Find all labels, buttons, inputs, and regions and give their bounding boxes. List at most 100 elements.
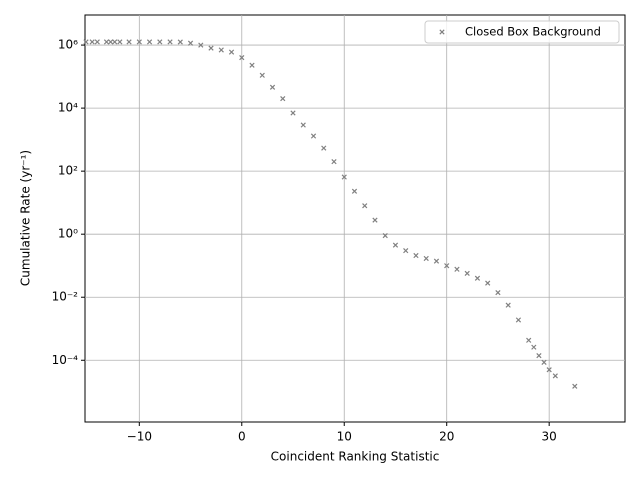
marker-stroke (531, 344, 537, 350)
x-tick-label: 10 (337, 430, 352, 444)
marker-stroke (331, 159, 337, 165)
point (351, 188, 358, 194)
marker-stroke (485, 280, 491, 286)
x-tick-label: −10 (127, 430, 152, 444)
marker-stroke (280, 96, 286, 102)
point (146, 39, 153, 45)
x-axis-label: Coincident Ranking Statistic (271, 450, 440, 464)
point (208, 45, 214, 51)
point (485, 280, 491, 286)
marker-stroke (228, 49, 235, 55)
y-tick-label: 10⁶ (58, 38, 78, 52)
marker-stroke (126, 39, 132, 45)
marker-stroke (239, 54, 245, 61)
marker-stroke (107, 39, 114, 45)
y-tick-label: 10² (58, 164, 78, 178)
marker-stroke (536, 353, 542, 359)
point (362, 203, 368, 209)
point (117, 39, 123, 45)
x-tick-label: 0 (238, 430, 246, 444)
marker-stroke (321, 145, 327, 151)
point (269, 84, 276, 90)
point (464, 270, 470, 277)
x-tick-label: 20 (439, 430, 454, 444)
marker-stroke (89, 39, 95, 45)
point (198, 42, 204, 48)
point (552, 373, 558, 379)
marker-stroke (515, 317, 522, 323)
point (372, 217, 378, 223)
marker-stroke (259, 72, 265, 78)
point (341, 174, 347, 180)
point (239, 54, 245, 61)
point (177, 39, 183, 45)
point (89, 39, 95, 45)
point (413, 252, 419, 259)
marker-stroke (157, 39, 163, 45)
y-axis-label: Cumulative Rate (yr⁻¹) (19, 150, 33, 286)
point (392, 242, 399, 248)
point (541, 359, 547, 365)
marker-stroke (495, 289, 501, 296)
marker-stroke (392, 242, 399, 248)
point (107, 39, 114, 45)
y-tick-label: 10⁻⁴ (52, 353, 79, 367)
point (536, 353, 542, 359)
point (572, 383, 578, 389)
plot-frame (84, 14, 626, 423)
point (218, 47, 224, 53)
point (167, 39, 173, 45)
y-tick-label: 10⁰ (58, 227, 78, 241)
marker-stroke (112, 39, 118, 45)
marker-stroke (351, 188, 358, 194)
marker-stroke (474, 275, 481, 281)
point (423, 255, 429, 262)
point (444, 263, 450, 269)
marker-stroke (187, 40, 194, 46)
marker-stroke (413, 252, 419, 259)
marker-stroke (136, 39, 142, 45)
point (290, 110, 296, 116)
point (531, 344, 537, 350)
marker-stroke (403, 248, 409, 254)
marker-stroke (300, 122, 306, 128)
y-tick-label: 10⁴ (58, 101, 78, 115)
marker-stroke (464, 270, 470, 277)
point (526, 337, 532, 343)
marker-stroke (310, 133, 317, 139)
legend-frame (424, 20, 620, 44)
marker-stroke (526, 337, 532, 343)
point (433, 258, 440, 264)
marker-stroke (444, 263, 450, 269)
point (474, 275, 481, 281)
point (495, 289, 501, 296)
point (321, 145, 327, 151)
point (300, 122, 306, 128)
x-tick-label: 30 (542, 430, 557, 444)
point (136, 39, 142, 45)
marker-stroke (94, 39, 100, 45)
point (83, 39, 89, 45)
marker-stroke (83, 39, 89, 45)
marker-stroke (433, 258, 440, 264)
marker-stroke (552, 373, 558, 379)
marker-stroke (177, 39, 183, 45)
legend: Closed Box Background (424, 20, 620, 44)
point (331, 159, 337, 165)
marker-stroke (541, 359, 547, 365)
marker-stroke (208, 45, 214, 51)
marker-stroke (341, 174, 347, 180)
legend-marker (439, 29, 445, 35)
point (403, 248, 409, 254)
y-tick-label: 10⁻² (52, 290, 79, 304)
point (126, 39, 132, 45)
marker-stroke (372, 217, 378, 223)
marker-stroke (167, 39, 173, 45)
marker-stroke (439, 29, 445, 35)
marker-stroke (269, 84, 276, 90)
marker-stroke (249, 62, 255, 68)
marker-stroke (572, 383, 578, 389)
marker-stroke (290, 110, 296, 116)
point (505, 302, 511, 308)
marker-stroke (362, 203, 368, 209)
